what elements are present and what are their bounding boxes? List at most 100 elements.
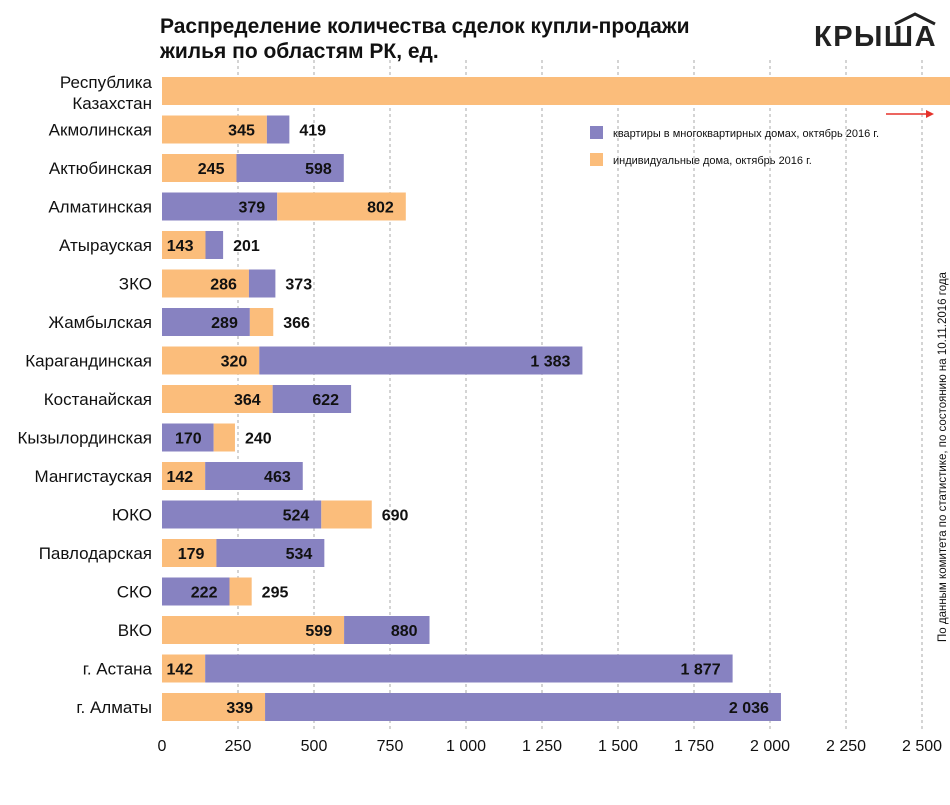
category-label: СКО	[117, 583, 152, 602]
legend: квартиры в многоквартирных домах, октябр…	[590, 126, 879, 167]
value-label: 289	[211, 315, 238, 332]
value-label: 599	[305, 623, 332, 640]
category-label: Акмолинская	[49, 121, 152, 140]
value-label: 201	[233, 238, 260, 255]
category-label: Карагандинская	[25, 352, 152, 371]
x-tick-label: 1 500	[598, 738, 638, 755]
value-label: 598	[305, 161, 332, 178]
continuation-arrow-icon	[926, 110, 934, 118]
category-label: Казахстан	[72, 94, 152, 113]
value-label: 364	[234, 392, 261, 409]
value-label: 534	[286, 546, 313, 563]
value-label: 373	[285, 277, 312, 294]
bar-segment-apartments	[162, 577, 230, 606]
value-label: 1 877	[681, 662, 721, 679]
bar-segment-apartments	[344, 616, 430, 644]
legend-swatch-houses	[590, 153, 603, 166]
value-label: 2 036	[729, 700, 769, 717]
x-axis: 0 250 500 750 1 000 1 250 1 500 1 750 2 000 2 250…	[158, 738, 943, 755]
bar-segment-houses	[162, 462, 206, 490]
bar-segment-houses	[162, 269, 249, 298]
value-label: 1 383	[530, 354, 570, 371]
bar-segment-houses	[162, 154, 237, 182]
category-label: ВКО	[118, 621, 152, 640]
value-label: 419	[299, 123, 326, 140]
value-label: 339	[226, 700, 253, 717]
x-tick-label: 500	[301, 738, 328, 755]
bars	[162, 77, 950, 721]
value-label: 142	[166, 662, 193, 679]
bar-segment-houses	[162, 385, 273, 413]
brand-wordmark: КРЫША	[814, 21, 937, 50]
brand-logo: КРЫША	[814, 12, 937, 50]
bar-segment-apartments	[259, 346, 583, 375]
bar-segment-houses	[321, 500, 372, 529]
value-label: 622	[312, 392, 339, 409]
category-label: Атырауская	[59, 236, 152, 255]
category-label: г. Астана	[83, 660, 153, 679]
bar-segment-apartments	[162, 308, 250, 336]
chart-title-line-1: Распределение количества сделок купли-пр…	[160, 15, 690, 38]
bar-segment-houses	[277, 192, 406, 221]
value-label: 366	[283, 315, 310, 332]
value-label: 240	[245, 431, 272, 448]
legend-label-houses: индивидуальные дома, октябрь 2016 г.	[613, 155, 812, 167]
bar-segment-apartments	[205, 231, 224, 259]
bar-segment-houses	[162, 115, 267, 144]
value-label: 463	[264, 469, 291, 486]
category-label: Жамбылская	[48, 313, 152, 332]
x-tick-label: 2 500	[902, 738, 942, 755]
value-label: 245	[198, 161, 225, 178]
bar-segment-apartments	[205, 462, 303, 490]
legend-label-apartments: квартиры в многоквартирных домах, октябр…	[613, 128, 879, 140]
category-label: г. Алматы	[76, 698, 152, 717]
value-label: 286	[210, 277, 237, 294]
value-label: 880	[391, 623, 418, 640]
bar-segment-apartments	[205, 654, 733, 683]
value-label: 179	[178, 546, 205, 563]
bar-segment-houses	[162, 539, 217, 567]
value-label: 222	[191, 585, 218, 602]
bar-segment-houses	[162, 654, 206, 683]
legend-swatch-apartments	[590, 126, 603, 139]
bar-segment-apartments	[162, 192, 278, 221]
bar-segment-houses	[162, 346, 260, 375]
value-label: 802	[367, 200, 394, 217]
value-label: 143	[167, 238, 194, 255]
category-label: Алматинская	[48, 198, 152, 217]
category-label: Мангистауская	[34, 467, 152, 486]
x-tick-label: 1 250	[522, 738, 562, 755]
x-tick-label: 1 750	[674, 738, 714, 755]
category-label: ЮКО	[112, 506, 152, 525]
chart-title-line-2: жилья по областям РК, ед.	[160, 40, 439, 63]
bar-segment-apartments	[265, 693, 781, 721]
bar-segment-apartments	[248, 269, 276, 298]
bar-segment-houses	[162, 231, 206, 259]
bar-segment-apartments	[272, 385, 352, 413]
x-tick-label: 750	[377, 738, 404, 755]
category-label: Актюбинская	[49, 159, 152, 178]
labels: РеспубликаКазахстан5 49710 970Акмолинска…	[17, 73, 934, 717]
value-label: 295	[262, 585, 289, 602]
bar-segment-apartments	[162, 423, 214, 452]
bar-segment-houses	[213, 423, 235, 452]
bar-segment-houses	[162, 616, 345, 644]
bar-segment-houses	[249, 308, 274, 336]
category-label: ЗКО	[119, 275, 152, 294]
category-label: Костанайская	[44, 390, 152, 409]
x-tick-label: 1 000	[446, 738, 486, 755]
bar-segment-houses	[229, 577, 252, 606]
bar-segment-apartments	[236, 154, 344, 182]
value-label: 320	[221, 354, 248, 371]
bar-segment-apartments	[162, 500, 322, 529]
value-label: 142	[166, 469, 193, 486]
bar-segment-houses	[162, 693, 266, 721]
value-label: 345	[228, 123, 255, 140]
value-label: 379	[239, 200, 266, 217]
category-label: Павлодарская	[39, 544, 152, 563]
value-label: 524	[283, 508, 310, 525]
bar-segment-apartments	[216, 539, 325, 567]
chart-title: Распределение количества сделок купли-пр…	[160, 14, 760, 64]
value-label: 170	[175, 431, 202, 448]
